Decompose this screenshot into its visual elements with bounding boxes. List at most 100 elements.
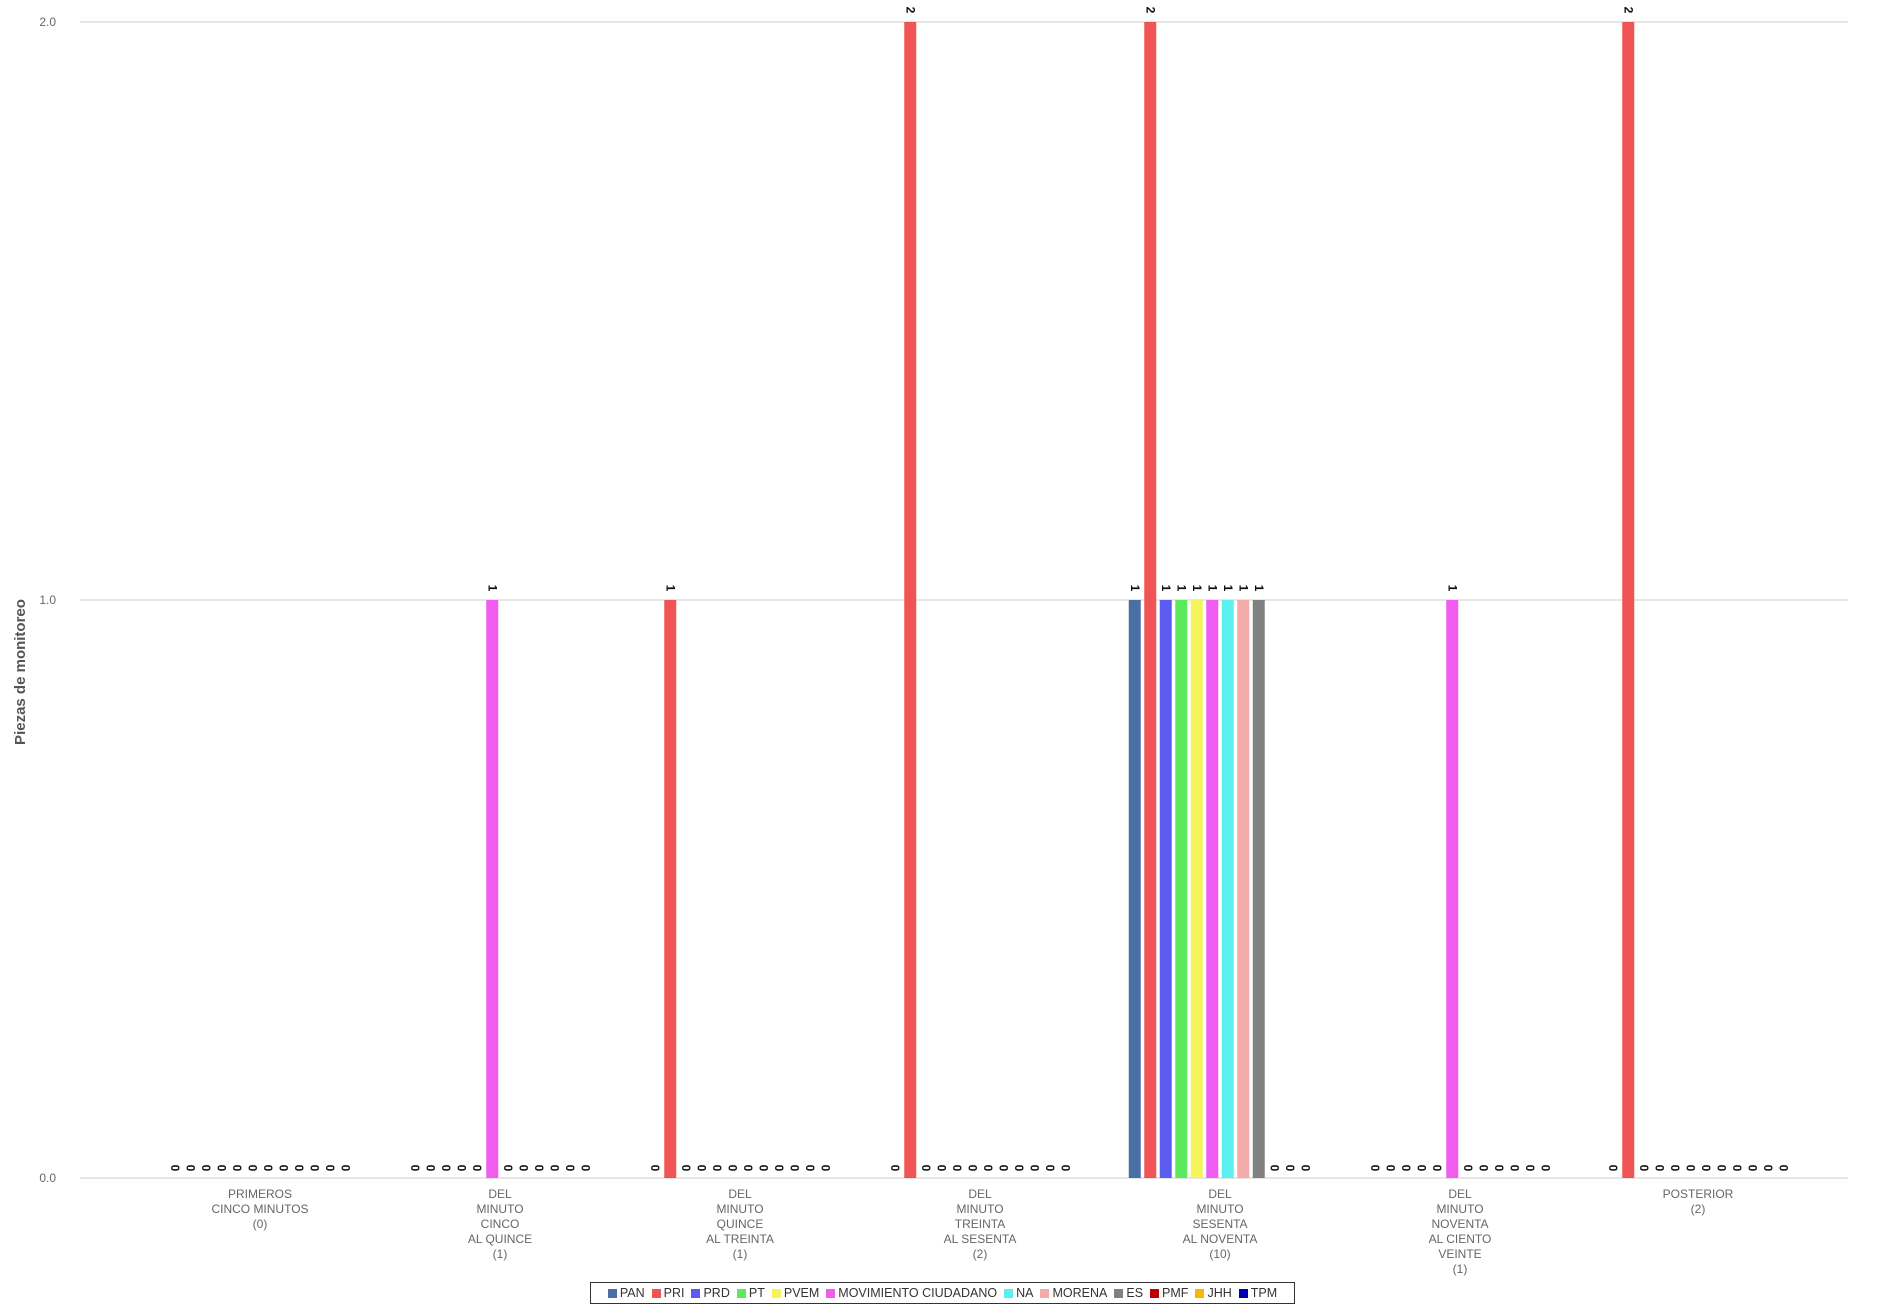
legend-swatch [1040, 1288, 1050, 1298]
legend-label: ES [1126, 1286, 1144, 1300]
legend-label: PMF [1162, 1286, 1189, 1300]
data-label: 1 [1236, 585, 1250, 592]
legend-label: NA [1016, 1286, 1034, 1300]
legend-label: PVEM [783, 1286, 820, 1300]
bar [1190, 600, 1203, 1178]
legend-label: PAN [619, 1286, 645, 1300]
data-label: 0 [1027, 1165, 1041, 1172]
data-label: 0 [1699, 1165, 1713, 1172]
legend-swatch [771, 1288, 781, 1298]
data-label: 0 [741, 1165, 755, 1172]
legend-label: JHH [1207, 1286, 1232, 1300]
bar [1446, 600, 1459, 1178]
bar [904, 22, 917, 1178]
legend-item[interactable]: PVEM [771, 1286, 820, 1300]
data-label: 0 [710, 1165, 724, 1172]
data-label: 0 [563, 1165, 577, 1172]
data-label: 0 [338, 1165, 352, 1172]
data-label: 0 [307, 1165, 321, 1172]
data-label: 0 [516, 1165, 530, 1172]
data-label: 0 [1523, 1165, 1537, 1172]
data-label: 0 [1492, 1165, 1506, 1172]
data-label: 0 [1652, 1165, 1666, 1172]
data-label: 0 [408, 1165, 422, 1172]
data-label: 0 [787, 1165, 801, 1172]
legend-item[interactable]: TPM [1238, 1286, 1278, 1300]
bar [1221, 600, 1234, 1178]
x-category-label: DEL MINUTO QUINCE AL TREINTA (1) [706, 1187, 774, 1261]
legend-item[interactable]: PRD [691, 1286, 730, 1300]
data-label: 0 [1399, 1165, 1413, 1172]
data-label: 0 [694, 1165, 708, 1172]
legend-item[interactable]: PAN [607, 1286, 645, 1300]
data-label: 0 [1730, 1165, 1744, 1172]
legend-item[interactable]: MORENA [1040, 1286, 1107, 1300]
legend-item[interactable]: PT [736, 1286, 765, 1300]
legend-swatch [651, 1288, 661, 1298]
data-label: 1 [1159, 585, 1173, 592]
y-tick-label: 1.0 [39, 593, 56, 607]
data-label: 0 [261, 1165, 275, 1172]
data-label: 0 [1668, 1165, 1682, 1172]
legend-swatch [607, 1288, 617, 1298]
data-label: 0 [1745, 1165, 1759, 1172]
data-label: 0 [276, 1165, 290, 1172]
bar [1144, 22, 1157, 1178]
legend-item[interactable]: ES [1114, 1286, 1143, 1300]
legend-swatch [1150, 1288, 1160, 1298]
data-label: 0 [679, 1165, 693, 1172]
legend-item[interactable]: NA [1004, 1286, 1033, 1300]
legend-swatch [1004, 1288, 1014, 1298]
legend-swatch [736, 1288, 746, 1298]
y-tick-label: 2.0 [39, 15, 56, 29]
data-label: 2 [1143, 7, 1157, 14]
data-label: 0 [199, 1165, 213, 1172]
data-label: 0 [934, 1165, 948, 1172]
data-label: 0 [950, 1165, 964, 1172]
data-label: 0 [1368, 1165, 1382, 1172]
data-label: 0 [292, 1165, 306, 1172]
chart-legend: PAN PRI PRD PT PVEM MOVIMIENTO CIUDADANO NA MOR… [590, 1282, 1295, 1304]
legend-item[interactable]: JHH [1195, 1286, 1232, 1300]
data-label: 0 [1267, 1165, 1281, 1172]
data-label: 0 [981, 1165, 995, 1172]
data-label: 1 [663, 585, 677, 592]
legend-item[interactable]: PRI [651, 1286, 684, 1300]
bar [486, 600, 499, 1178]
bar [1252, 600, 1265, 1178]
legend-label: MORENA [1052, 1286, 1108, 1300]
data-label: 0 [1283, 1165, 1297, 1172]
x-category-label: DEL MINUTO NOVENTA AL CIENTO VEINTE (1) [1429, 1187, 1492, 1276]
data-label: 0 [919, 1165, 933, 1172]
bar [1237, 600, 1250, 1178]
data-label: 0 [168, 1165, 182, 1172]
y-axis-title: Piezas de monitoreo [12, 599, 29, 745]
legend-label: TPM [1250, 1286, 1278, 1300]
bar [664, 600, 677, 1178]
legend-label: PRD [703, 1286, 730, 1300]
bar-chart: 0.01.02.0 0 0 0 0 0 0 0 0 0 0 0 0 0 0 0 0 010 0 0 0 0 0 010 0 0 0… [12, 7, 1848, 1276]
data-label: 1 [485, 585, 499, 592]
legend-item[interactable]: MOVIMIENTO CIUDADANO [826, 1286, 997, 1300]
bar [1206, 600, 1219, 1178]
bars [486, 22, 1635, 1178]
data-label: 0 [1776, 1165, 1790, 1172]
data-label: 0 [230, 1165, 244, 1172]
data-label: 0 [1507, 1165, 1521, 1172]
data-label: 0 [1058, 1165, 1072, 1172]
x-category-label: DEL MINUTO TREINTA AL SESENTA (2) [944, 1187, 1017, 1261]
data-label: 0 [772, 1165, 786, 1172]
data-label: 0 [725, 1165, 739, 1172]
data-label: 0 [1414, 1165, 1428, 1172]
data-label: 0 [532, 1165, 546, 1172]
data-label: 0 [1298, 1165, 1312, 1172]
data-label: 0 [756, 1165, 770, 1172]
data-label: 0 [1683, 1165, 1697, 1172]
x-category-label: DEL MINUTO SESENTA AL NOVENTA (10) [1183, 1187, 1258, 1261]
data-label: 0 [818, 1165, 832, 1172]
data-label: 0 [1637, 1165, 1651, 1172]
data-label: 0 [439, 1165, 453, 1172]
legend-item[interactable]: PMF [1150, 1286, 1188, 1300]
data-label: 0 [1043, 1165, 1057, 1172]
data-label: 0 [323, 1165, 337, 1172]
